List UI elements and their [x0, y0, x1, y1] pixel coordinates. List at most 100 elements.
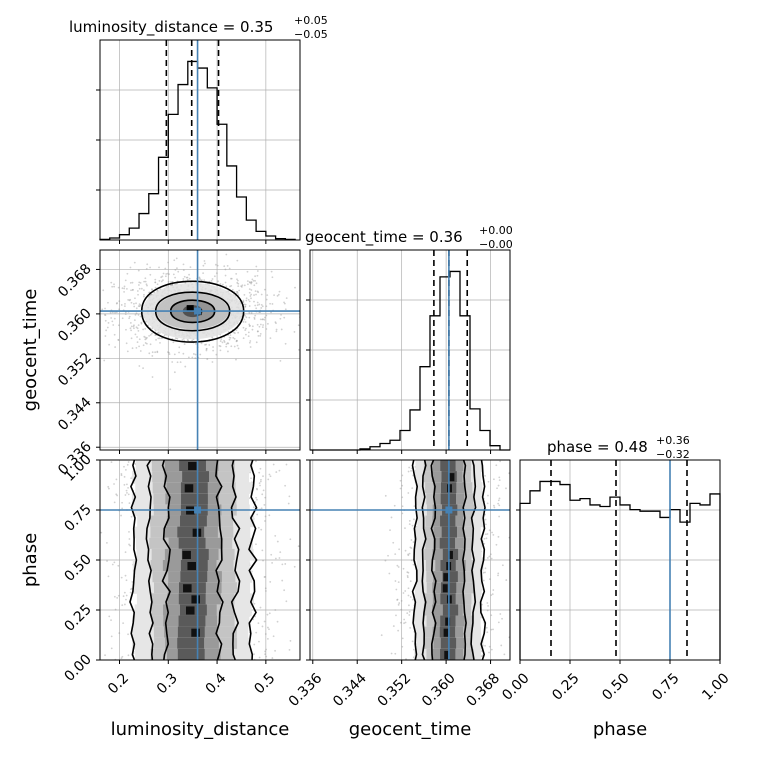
sample-point [195, 343, 197, 345]
sample-point [218, 344, 221, 347]
density-panel-luminosity-distance-vs-geocent-time [79, 250, 317, 450]
sample-point [254, 314, 257, 317]
sample-point [127, 486, 129, 489]
sample-point [189, 266, 192, 269]
density-fill [179, 582, 206, 594]
sample-point [137, 305, 140, 307]
sample-point [199, 278, 202, 281]
sample-point [397, 629, 400, 632]
sample-point [79, 306, 81, 308]
sample-point [297, 545, 300, 548]
sample-point [485, 537, 488, 540]
x-tick-label: 0.00 [499, 670, 532, 703]
sample-point [265, 655, 268, 658]
sample-point [315, 295, 317, 297]
sample-point [173, 259, 176, 262]
sample-point [175, 257, 178, 260]
sample-point [127, 298, 130, 301]
sample-point [156, 283, 159, 286]
sample-point [118, 308, 121, 311]
sample-point [259, 334, 262, 337]
sample-point [127, 461, 130, 463]
sample-point [95, 312, 97, 314]
density-fill [181, 548, 209, 561]
sample-point [258, 656, 261, 659]
density-fill [180, 482, 208, 494]
sample-point [113, 483, 115, 485]
sample-point [269, 337, 272, 340]
sample-point [139, 281, 142, 284]
sample-point [121, 655, 124, 658]
sample-point [128, 317, 131, 320]
sample-point [266, 626, 269, 629]
sample-point [407, 470, 410, 473]
sample-point [224, 274, 227, 277]
contour-line [230, 460, 241, 660]
sample-point [111, 320, 114, 323]
sample-point [257, 622, 260, 625]
sample-point [249, 281, 251, 284]
sample-point [124, 468, 127, 471]
sample-point [404, 549, 407, 552]
density-fill [178, 615, 206, 628]
sample-point [186, 339, 189, 341]
sample-point [245, 299, 248, 302]
sample-point [294, 286, 296, 289]
density-fill [180, 515, 207, 528]
sample-point [248, 325, 251, 327]
sample-point [233, 337, 236, 340]
sample-point [270, 270, 273, 273]
sample-point [138, 281, 141, 284]
sample-point [121, 507, 124, 510]
sample-point [222, 283, 224, 286]
sample-point [135, 302, 137, 305]
sample-point [142, 344, 145, 347]
sample-point [256, 323, 259, 326]
sample-point [266, 613, 269, 616]
sample-point [199, 353, 202, 356]
sample-point [499, 613, 502, 615]
sample-point [226, 342, 229, 345]
sample-point [113, 317, 116, 320]
panel-frame [309, 249, 511, 451]
sample-point [308, 516, 310, 518]
sample-point [399, 621, 402, 624]
sample-point [408, 523, 411, 526]
sample-point [321, 550, 323, 552]
sample-point [401, 484, 404, 487]
sample-point [90, 289, 92, 291]
sample-point [236, 292, 239, 295]
sample-point [130, 587, 133, 590]
xlabel-phase: phase [593, 719, 647, 740]
sample-point [173, 353, 176, 356]
contour-line [430, 460, 437, 660]
sample-point [293, 565, 296, 568]
sample-point [281, 563, 284, 566]
sample-point [233, 345, 236, 348]
sample-point [252, 279, 255, 282]
sample-point [188, 277, 191, 280]
sample-point [151, 355, 154, 357]
sample-point [256, 274, 259, 277]
sample-point [229, 334, 232, 337]
density-fill [177, 648, 205, 660]
sample-point [253, 316, 256, 319]
sample-point [285, 463, 288, 466]
sample-point [256, 301, 259, 304]
sample-point [202, 264, 205, 267]
sample-point [113, 501, 116, 504]
sample-point [226, 264, 229, 267]
sample-point [407, 553, 410, 556]
sample-point [259, 484, 261, 487]
sample-point [256, 513, 259, 516]
sample-point [204, 262, 206, 265]
sample-point [249, 346, 252, 348]
sample-point [183, 343, 186, 346]
sample-point [408, 552, 411, 555]
sample-point [515, 514, 517, 516]
sample-point [116, 494, 119, 497]
sample-point [187, 356, 190, 359]
sample-point [254, 304, 257, 307]
sample-point [483, 542, 486, 545]
sample-point [488, 529, 491, 532]
